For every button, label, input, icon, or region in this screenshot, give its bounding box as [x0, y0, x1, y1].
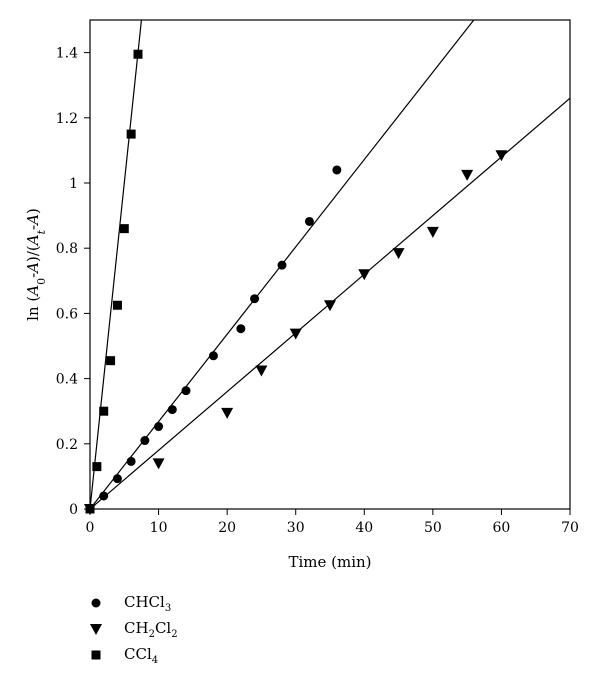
data-point-CHCl3	[126, 456, 136, 466]
data-point-CHCl3	[332, 165, 342, 175]
legend-marker-icon	[91, 598, 101, 608]
legend-label: CHCl3	[124, 592, 172, 614]
legend-item-CH2Cl2: CH2Cl2	[88, 616, 178, 642]
data-markers	[84, 49, 508, 515]
y-tick-label: 1	[69, 176, 78, 192]
fit-lines	[90, 20, 570, 509]
data-point-CH2Cl2	[392, 248, 405, 260]
y-axis-title-part: t	[35, 229, 48, 234]
data-point-CCl4	[106, 356, 116, 366]
legend-label: CH2Cl2	[124, 618, 178, 640]
legend-marker-icon	[90, 624, 102, 635]
data-point-CH2Cl2	[495, 150, 508, 162]
data-point-CHCl3	[140, 436, 150, 446]
data-point-CHCl3	[154, 422, 164, 432]
x-tick-label: 10	[150, 520, 168, 536]
data-point-CHCl3	[250, 294, 260, 304]
plot-frame	[89, 19, 571, 510]
y-axis-title: ln (A0-A)/(At-A)	[24, 208, 48, 321]
legend-marker-shape	[91, 598, 101, 608]
y-tick-label: 1.2	[56, 111, 78, 127]
x-tick-label: 70	[561, 520, 579, 536]
x-tick-label: 50	[424, 520, 442, 536]
y-tick-label: 1.4	[56, 46, 78, 62]
data-point-CCl4	[92, 462, 102, 472]
data-point-CCl4	[119, 224, 129, 234]
data-point-CHCl3	[277, 260, 287, 270]
y-axis-title-part: -	[24, 273, 42, 278]
legend-marker-icon	[91, 650, 101, 660]
data-point-CH2Cl2	[289, 328, 302, 340]
y-axis-title-part: 0	[35, 278, 48, 285]
y-axis-title-part: ln (	[24, 296, 42, 321]
y-tick-label: 0.6	[56, 306, 78, 322]
legend-item-CHCl3: CHCl3	[88, 590, 178, 616]
data-point-CHCl3	[181, 386, 191, 396]
y-tick-label: 0.4	[56, 372, 78, 388]
data-point-CCl4	[133, 49, 143, 59]
y-axis: 0 0.2 0.4 0.6 0.8 1 1.2 1.4	[56, 46, 90, 518]
y-tick-label: 0.8	[56, 241, 78, 257]
data-point-CH2Cl2	[324, 300, 336, 312]
fit-line-CHCl3	[90, 20, 475, 509]
data-point-CH2Cl2	[152, 458, 165, 470]
plot-area	[89, 19, 571, 510]
x-axis: 0 10 20 30 40 50 60 70	[86, 509, 579, 536]
x-tick-label: 0	[86, 520, 95, 536]
data-point-CH2Cl2	[255, 365, 268, 377]
y-axis-title-part: A	[24, 285, 42, 298]
x-tick-label: 40	[355, 520, 373, 536]
data-point-CCl4	[126, 129, 136, 139]
data-point-CHCl3	[112, 474, 122, 484]
legend-label: CCl4	[124, 644, 159, 666]
data-point-CHCl3	[167, 405, 177, 415]
data-point-CH2Cl2	[461, 169, 474, 181]
data-point-CHCl3	[304, 216, 314, 226]
y-axis-title-part: A	[24, 262, 42, 275]
legend: CHCl3 CH2Cl2 CCl4	[88, 590, 178, 668]
x-tick-label: 60	[493, 520, 511, 536]
y-axis-title-part: )	[24, 208, 42, 214]
data-point-CHCl3	[208, 351, 218, 361]
fit-line-CCl4	[90, 20, 143, 509]
y-axis-title-part: A	[24, 214, 42, 227]
x-tick-label: 30	[287, 520, 305, 536]
legend-marker-shape	[90, 624, 102, 635]
y-tick-label: 0.2	[56, 437, 78, 453]
data-point-CH2Cl2	[221, 407, 234, 419]
data-point-CH2Cl2	[358, 269, 371, 281]
data-point-CH2Cl2	[426, 226, 439, 238]
data-point-CHCl3	[236, 324, 246, 334]
chart: 0 10 20 30 40 50 60 70 0 0.2 0.4 0.6 0.8 1 1.2 1.4 Tim…	[24, 19, 579, 571]
data-point-CCl4	[99, 406, 109, 416]
data-point-CHCl3	[99, 491, 109, 501]
legend-item-CCl4: CCl4	[88, 642, 178, 668]
y-axis-title-part: )/(	[24, 245, 42, 262]
x-axis-title: Time (min)	[288, 553, 371, 571]
y-tick-label: 0	[69, 502, 78, 518]
data-point-CCl4	[112, 300, 122, 310]
x-tick-label: 20	[218, 520, 236, 536]
y-axis-title-part: A	[24, 234, 42, 247]
legend-marker-shape	[91, 650, 101, 660]
y-axis-title-part: -	[24, 225, 42, 230]
